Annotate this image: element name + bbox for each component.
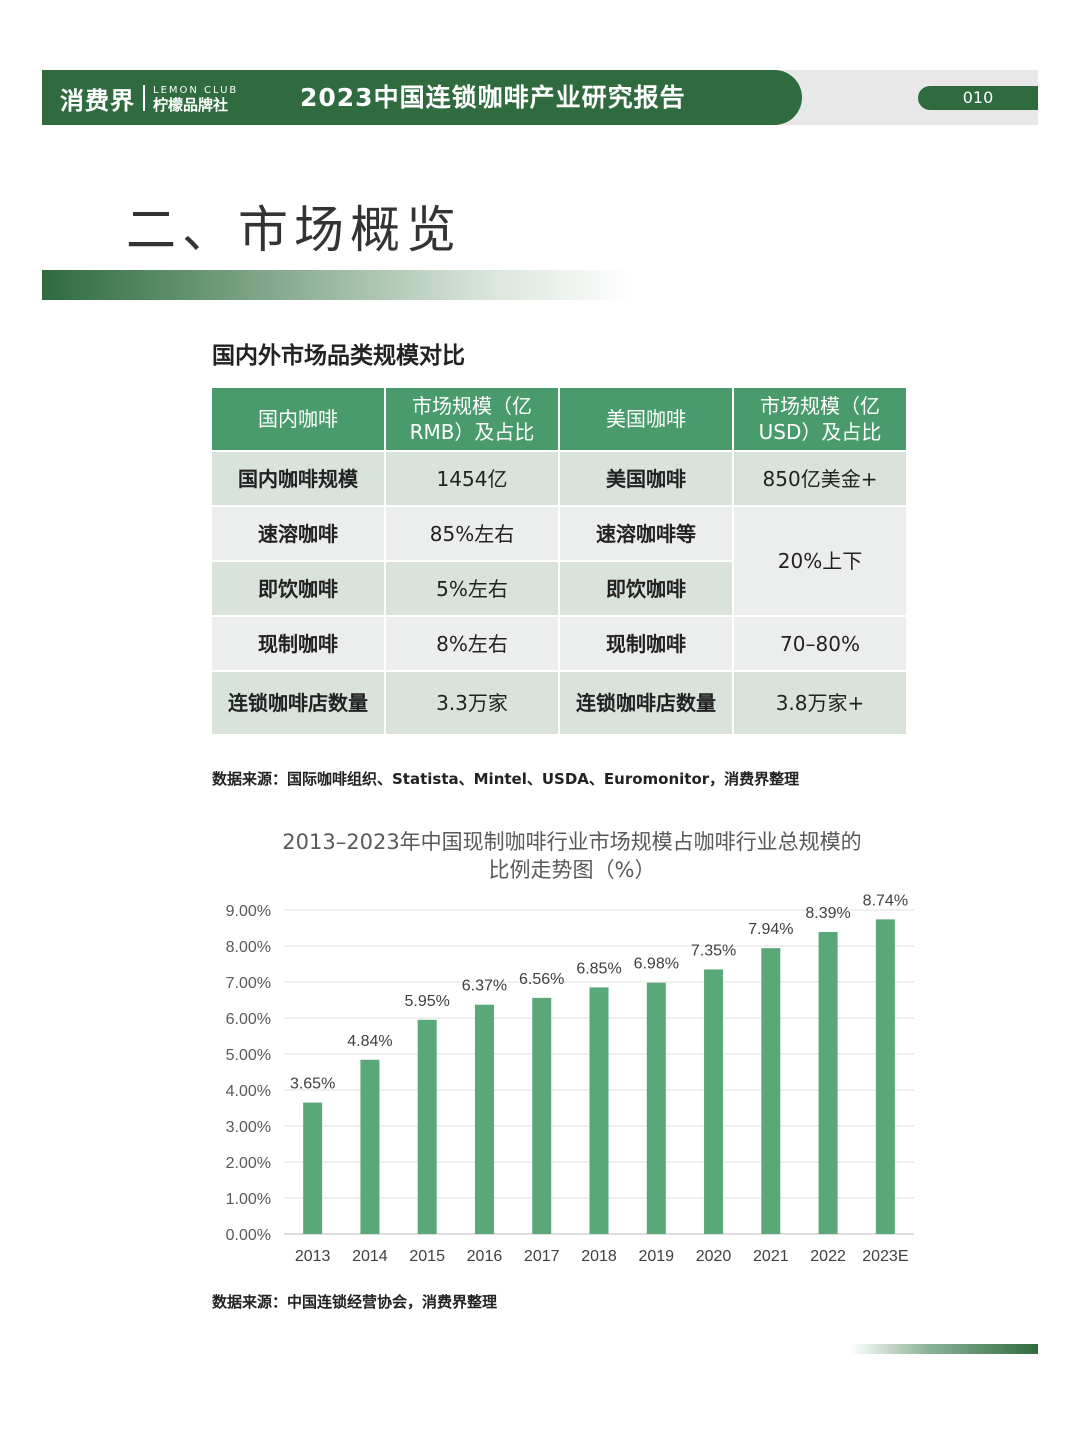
- bar: [761, 948, 781, 1234]
- y-tick-label: 5.00%: [226, 1047, 271, 1064]
- y-tick-label: 4.00%: [226, 1083, 271, 1100]
- table-cell: 850亿美金+: [734, 450, 906, 505]
- table-title: 国内外市场品类规模对比: [212, 343, 465, 369]
- x-tick-label: 2022: [810, 1248, 846, 1265]
- table-cell: 速溶咖啡等: [560, 505, 732, 560]
- table-header-cell: 美国咖啡: [560, 388, 732, 450]
- data-label: 6.56%: [519, 971, 564, 988]
- x-tick-label: 2019: [638, 1248, 674, 1265]
- table-cell: 连锁咖啡店数量: [560, 670, 732, 734]
- y-tick-label: 9.00%: [226, 903, 271, 920]
- report-title: 2023中国连锁咖啡产业研究报告: [300, 83, 686, 112]
- comparison-table: 国内咖啡 市场规模（亿RMB）及占比 美国咖啡 市场规模（亿USD）及占比 国内…: [212, 388, 906, 740]
- table-cell: 速溶咖啡: [212, 505, 384, 560]
- data-label: 4.84%: [347, 1033, 392, 1050]
- table-cell: 现制咖啡: [212, 615, 384, 670]
- bar: [532, 997, 552, 1234]
- x-tick-label: 2015: [409, 1248, 445, 1265]
- y-tick-label: 1.00%: [226, 1191, 271, 1208]
- y-tick-label: 3.00%: [226, 1119, 271, 1136]
- x-tick-label: 2020: [696, 1248, 732, 1265]
- table-source-note: 数据来源：国际咖啡组织、Statista、Mintel、USDA、Euromon…: [212, 770, 800, 788]
- bar: [704, 969, 724, 1234]
- table-cell: 即饮咖啡: [560, 560, 732, 615]
- logo-cn-text: 柠檬品牌社: [153, 96, 229, 114]
- section-title: 二、市场概览: [126, 201, 462, 259]
- x-tick-label: 2023E: [862, 1248, 908, 1265]
- header-title-bar: [42, 70, 802, 125]
- data-label: 5.95%: [404, 993, 449, 1010]
- table-cell: 美国咖啡: [560, 450, 732, 505]
- table-cell: 3.3万家: [386, 670, 558, 734]
- x-tick-label: 2016: [467, 1248, 503, 1265]
- brand-logo: 消费界 LEMON CLUB 柠檬品牌社: [60, 78, 238, 118]
- section-underline-bar: [42, 270, 632, 300]
- table-cell: 国内咖啡规模: [212, 450, 384, 505]
- y-tick-label: 0.00%: [226, 1227, 271, 1244]
- data-label: 8.39%: [805, 905, 850, 922]
- x-tick-label: 2021: [753, 1248, 789, 1265]
- chart-title: 2013–2023年中国现制咖啡行业市场规模占咖啡行业总规模的比例走势图（%）: [282, 830, 862, 882]
- y-tick-label: 6.00%: [226, 1011, 271, 1028]
- bar: [589, 987, 609, 1234]
- table-cell: 5%左右: [386, 560, 558, 615]
- y-tick-label: 7.00%: [226, 975, 271, 992]
- bar: [360, 1059, 380, 1234]
- table-cell: 即饮咖啡: [212, 560, 384, 615]
- logo-main-text: 消费界: [60, 86, 135, 115]
- bar: [417, 1019, 437, 1234]
- bar: [646, 982, 666, 1234]
- bar: [818, 931, 838, 1234]
- bar: [474, 1004, 494, 1234]
- page-number: 010: [918, 86, 1038, 110]
- y-tick-label: 2.00%: [226, 1155, 271, 1172]
- table-cell: 85%左右: [386, 505, 558, 560]
- data-label: 3.65%: [290, 1076, 335, 1093]
- data-label: 6.85%: [576, 960, 621, 977]
- table-header-cell: 市场规模（亿USD）及占比: [734, 388, 906, 450]
- data-label: 8.74%: [863, 892, 908, 909]
- data-label: 7.35%: [691, 942, 736, 959]
- table-header-cell: 国内咖啡: [212, 388, 384, 450]
- bar: [875, 919, 895, 1234]
- x-tick-label: 2018: [581, 1248, 617, 1265]
- table-cell: 连锁咖啡店数量: [212, 670, 384, 734]
- data-label: 6.98%: [634, 956, 679, 973]
- chart-source-note: 数据来源：中国连锁经营协会，消费界整理: [212, 1293, 498, 1311]
- table-cell-merged: 20%上下: [734, 505, 906, 615]
- x-tick-label: 2013: [295, 1248, 331, 1265]
- table-cell: 8%左右: [386, 615, 558, 670]
- x-tick-label: 2017: [524, 1248, 560, 1265]
- table-cell: 1454亿: [386, 450, 558, 505]
- data-label: 6.37%: [462, 978, 507, 995]
- table-header-cell: 市场规模（亿RMB）及占比: [386, 388, 558, 450]
- footer-bar: [850, 1344, 1038, 1354]
- data-label: 7.94%: [748, 921, 793, 938]
- table-cell: 现制咖啡: [560, 615, 732, 670]
- logo-divider: [143, 85, 145, 111]
- bar: [303, 1102, 323, 1234]
- logo-sub: LEMON CLUB 柠檬品牌社: [153, 84, 239, 114]
- x-tick-label: 2014: [352, 1248, 388, 1265]
- table-cell: 3.8万家+: [734, 670, 906, 734]
- logo-en-text: LEMON CLUB: [153, 85, 239, 96]
- y-tick-label: 8.00%: [226, 939, 271, 956]
- table-cell: 70–80%: [734, 615, 906, 670]
